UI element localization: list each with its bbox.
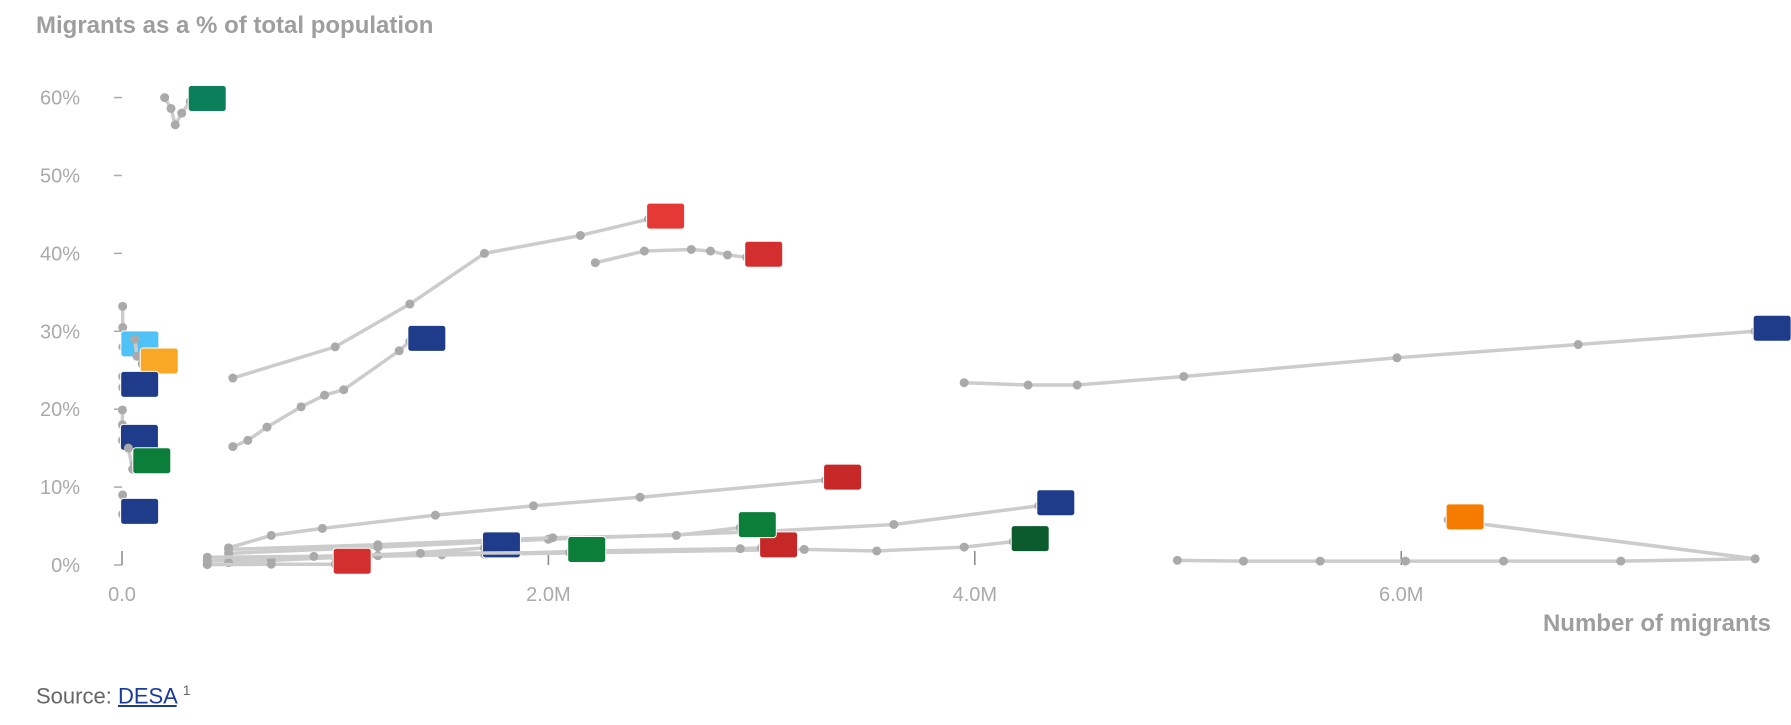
series-flag-malaysia [823,463,863,491]
y-tick-label: 40% [40,243,80,265]
series-flag-bangladesh [567,536,607,564]
x-tick-label: 4.0M [953,584,997,606]
data-point-china [202,560,212,570]
y-tick-label: 30% [40,321,80,343]
data-point-palau [118,301,128,311]
data-point-india [1499,556,1509,566]
data-point-hong-kong [639,246,649,256]
data-point-macao [177,108,187,118]
series-flag-india [1445,503,1485,531]
data-point-china [266,559,276,569]
source-link[interactable]: DESA [117,683,177,709]
data-point-new-zealand [320,390,330,400]
data-point-india [1400,556,1410,566]
y-tick-label: 0% [51,555,80,577]
data-point-bangladesh [202,552,212,562]
data-point-iran [548,533,558,543]
y-tick-label: 60% [40,88,80,110]
data-point-hong-kong [590,258,600,268]
series-flag-pakistan [1010,525,1050,553]
source-footnote[interactable]: 1 [182,682,191,698]
series-flag-brunei [139,347,179,375]
data-point-pakistan [872,546,882,556]
x-tick-label: 2.0M [526,584,570,606]
data-point-india [1172,555,1182,565]
data-point-bangladesh [309,551,319,561]
data-point-new-zealand [339,385,349,395]
data-point-new-zealand [228,442,238,452]
data-point-palau [118,322,128,332]
data-point-new-zealand [394,346,404,356]
data-point-bangladesh [415,548,425,558]
data-point-malaysia [635,492,645,502]
data-point-australia [1573,340,1583,350]
series-flag-macao [187,84,227,112]
data-point-macao [160,93,170,103]
x-tick-label: 0.0 [108,584,136,606]
data-point-malaysia [430,510,440,520]
source-label: Source: [36,683,118,709]
data-point-australia [1023,380,1033,390]
data-point-hong-kong [686,244,696,254]
data-point-maldives [123,443,133,453]
series-flag-iran [737,511,777,539]
data-point-brunei [132,351,142,361]
data-point-australia [1179,371,1189,381]
series-flag-marshall-islands [120,497,160,525]
data-point-singapore [228,373,238,383]
data-point-new-zealand [262,422,272,432]
data-point-hong-kong [705,246,715,256]
data-point-brunei [130,334,140,344]
data-point-malaysia [266,530,276,540]
series-line-australia [962,329,1757,387]
data-point-pakistan [799,544,809,554]
data-point-new-zealand [296,402,306,412]
series-flag-singapore [646,202,686,230]
data-point-india [1616,556,1626,566]
series-flag-maldives [132,447,172,475]
series-flag-cook-islands [120,370,160,398]
x-axis-title: Number of migrants [1542,610,1771,637]
data-point-india [1238,556,1248,566]
data-point-australia [1392,353,1402,363]
data-point-australia [959,378,969,388]
series-line-india [1175,518,1757,563]
data-point-macao [170,120,180,130]
data-point-australia [1072,380,1082,390]
data-point-thailand [889,519,899,529]
data-point-singapore [575,230,585,240]
data-point-iran [224,544,234,554]
data-point-singapore [479,248,489,258]
y-tick-label: 50% [40,165,80,187]
data-point-nauru [117,405,127,415]
data-point-singapore [405,299,415,309]
series-flag-japan [759,531,799,559]
x-tick-label: 6.0M [1379,584,1423,606]
data-point-malaysia [317,523,327,533]
data-point-macao [166,103,176,113]
source-line: Source: DESA 1 [36,682,191,709]
data-point-new-zealand [243,435,253,445]
data-point-iran [671,530,681,540]
data-point-india [1750,554,1760,564]
data-point-india [1315,556,1325,566]
series-flag-thailand [1036,489,1076,517]
series-flag-china [332,547,372,575]
y-tick-label: 10% [40,477,80,499]
series-line-singapore [231,217,651,380]
data-point-pakistan [959,542,969,552]
series-flag-hong-kong [744,240,784,268]
y-tick-label: 20% [40,399,80,421]
data-point-iran [373,540,383,550]
data-point-malaysia [528,501,538,511]
data-point-marshall-islands [118,490,128,500]
data-point-japan [735,544,745,554]
data-point-singapore [330,342,340,352]
data-point-hong-kong [723,250,733,260]
y-axis-title: Migrants as a % of total population [36,12,434,39]
series-flag-australia [1752,314,1791,342]
series-flag-new-zealand [407,324,447,352]
